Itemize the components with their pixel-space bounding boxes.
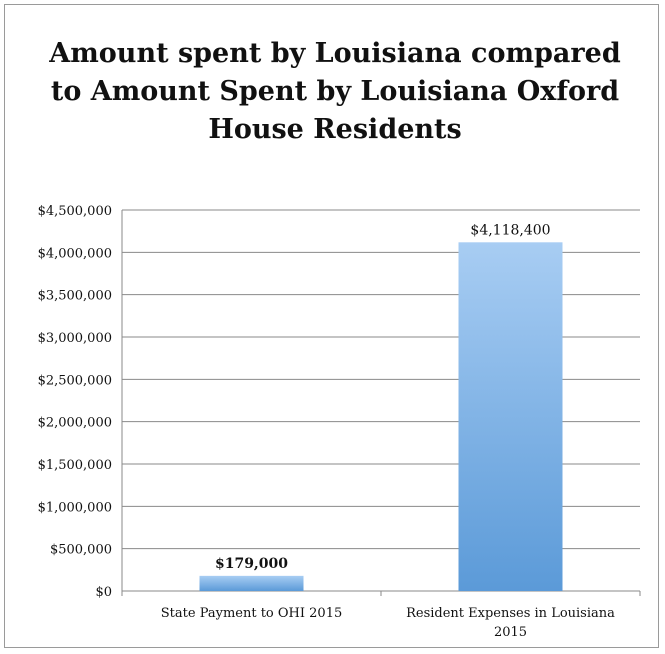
y-tick-label: $4,500,000 [38,204,112,219]
bar [458,242,563,591]
x-tick-label: State Payment to OHI 2015 [161,606,342,621]
x-tick-label: 2015 [494,625,527,640]
y-tick-label: $2,000,000 [38,416,112,431]
data-label: $4,118,400 [470,222,550,238]
y-tick-label: $1,000,000 [38,500,112,515]
y-tick-label: $1,500,000 [38,458,112,473]
bar [199,575,304,591]
chart-title: Amount spent by Louisiana compared to Am… [49,38,621,145]
y-tick-label: $500,000 [50,543,112,558]
data-label: $179,000 [215,556,288,572]
y-tick-label: $0 [95,585,112,600]
y-tick-label: $3,500,000 [38,289,112,304]
x-tick-label: Resident Expenses in Louisiana [406,606,615,621]
y-tick-label: $2,500,000 [38,373,112,388]
y-tick-label: $4,000,000 [38,246,112,261]
y-tick-label: $3,000,000 [38,331,112,346]
